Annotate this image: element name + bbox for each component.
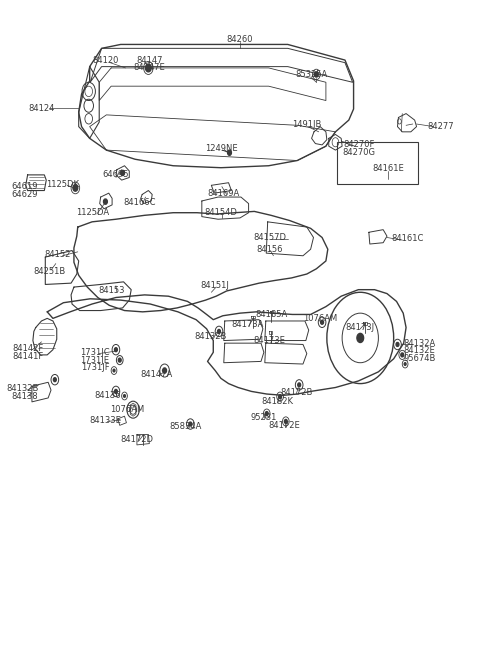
Circle shape bbox=[217, 329, 220, 333]
Text: 84169A: 84169A bbox=[207, 189, 240, 198]
Text: 85834A: 85834A bbox=[169, 422, 202, 431]
Circle shape bbox=[73, 185, 78, 191]
Text: 84173J: 84173J bbox=[346, 323, 375, 332]
Circle shape bbox=[265, 411, 268, 415]
Circle shape bbox=[396, 343, 399, 346]
Text: 84132E: 84132E bbox=[404, 346, 435, 356]
Text: 84173A: 84173A bbox=[231, 320, 264, 329]
Circle shape bbox=[357, 333, 364, 343]
Circle shape bbox=[189, 422, 192, 426]
Circle shape bbox=[163, 368, 167, 373]
Text: 1731JC: 1731JC bbox=[80, 348, 110, 357]
Text: 64695: 64695 bbox=[103, 170, 129, 179]
Text: 84147A: 84147A bbox=[141, 370, 173, 379]
Text: 84161E: 84161E bbox=[372, 164, 404, 173]
Text: 84120: 84120 bbox=[92, 56, 119, 65]
Text: 1125DA: 1125DA bbox=[76, 208, 109, 217]
Circle shape bbox=[123, 395, 125, 398]
Text: 84156: 84156 bbox=[256, 245, 283, 253]
Text: 64619: 64619 bbox=[11, 182, 37, 191]
Text: 84142F: 84142F bbox=[12, 344, 43, 353]
Circle shape bbox=[228, 150, 231, 155]
Text: 1076AM: 1076AM bbox=[303, 314, 337, 323]
Text: 84172B: 84172B bbox=[280, 388, 312, 397]
Circle shape bbox=[115, 390, 117, 394]
Text: 1731JF: 1731JF bbox=[81, 364, 109, 373]
Text: 84172E: 84172E bbox=[268, 421, 300, 430]
Text: 84132A: 84132A bbox=[403, 339, 435, 348]
Text: 84132B: 84132B bbox=[6, 384, 38, 393]
Text: 84172D: 84172D bbox=[120, 435, 154, 444]
Text: 84251B: 84251B bbox=[33, 267, 65, 276]
Text: 84157D: 84157D bbox=[253, 233, 286, 242]
Circle shape bbox=[118, 358, 121, 362]
Circle shape bbox=[401, 353, 404, 357]
Text: 1731JE: 1731JE bbox=[81, 356, 109, 365]
Text: 84136: 84136 bbox=[94, 391, 120, 400]
Text: 1125DK: 1125DK bbox=[46, 179, 79, 189]
Text: 84153: 84153 bbox=[99, 286, 125, 295]
Circle shape bbox=[115, 348, 117, 352]
Text: 85325A: 85325A bbox=[296, 70, 328, 79]
Text: 84270F: 84270F bbox=[344, 140, 375, 149]
Text: 84141F: 84141F bbox=[12, 352, 43, 361]
Text: 84133E: 84133E bbox=[89, 416, 121, 424]
Text: 84147: 84147 bbox=[136, 56, 163, 65]
Text: 95674B: 95674B bbox=[403, 354, 436, 364]
Circle shape bbox=[53, 378, 56, 382]
Bar bbox=[337, 142, 418, 184]
Text: 84151J: 84151J bbox=[201, 281, 229, 290]
Text: 84260: 84260 bbox=[227, 35, 253, 44]
Text: 1491JB: 1491JB bbox=[292, 119, 322, 128]
Text: 84173E: 84173E bbox=[253, 336, 286, 345]
Text: 84161C: 84161C bbox=[392, 234, 424, 243]
Text: 84154D: 84154D bbox=[204, 208, 237, 217]
Text: 84166C: 84166C bbox=[123, 198, 156, 207]
Circle shape bbox=[145, 64, 151, 72]
Text: 84277: 84277 bbox=[427, 122, 454, 131]
Circle shape bbox=[404, 363, 406, 365]
Text: 84152: 84152 bbox=[45, 250, 71, 259]
Text: 1076AM: 1076AM bbox=[110, 405, 144, 414]
Circle shape bbox=[113, 369, 115, 372]
Text: 84182K: 84182K bbox=[261, 398, 293, 406]
Text: 1249NE: 1249NE bbox=[205, 144, 238, 153]
Text: 84270G: 84270G bbox=[343, 148, 376, 157]
Circle shape bbox=[321, 320, 324, 324]
Text: 84185A: 84185A bbox=[255, 310, 288, 319]
Text: 84132B: 84132B bbox=[194, 332, 227, 341]
Text: 84138: 84138 bbox=[11, 392, 37, 401]
Circle shape bbox=[314, 72, 318, 77]
Circle shape bbox=[298, 383, 300, 387]
Circle shape bbox=[104, 199, 108, 204]
Text: 84124: 84124 bbox=[29, 104, 55, 113]
Circle shape bbox=[284, 419, 287, 423]
Circle shape bbox=[279, 395, 281, 399]
Circle shape bbox=[120, 170, 124, 176]
Text: 84147E: 84147E bbox=[133, 64, 165, 73]
Text: 64629: 64629 bbox=[11, 190, 37, 199]
Text: 95231: 95231 bbox=[251, 413, 277, 422]
